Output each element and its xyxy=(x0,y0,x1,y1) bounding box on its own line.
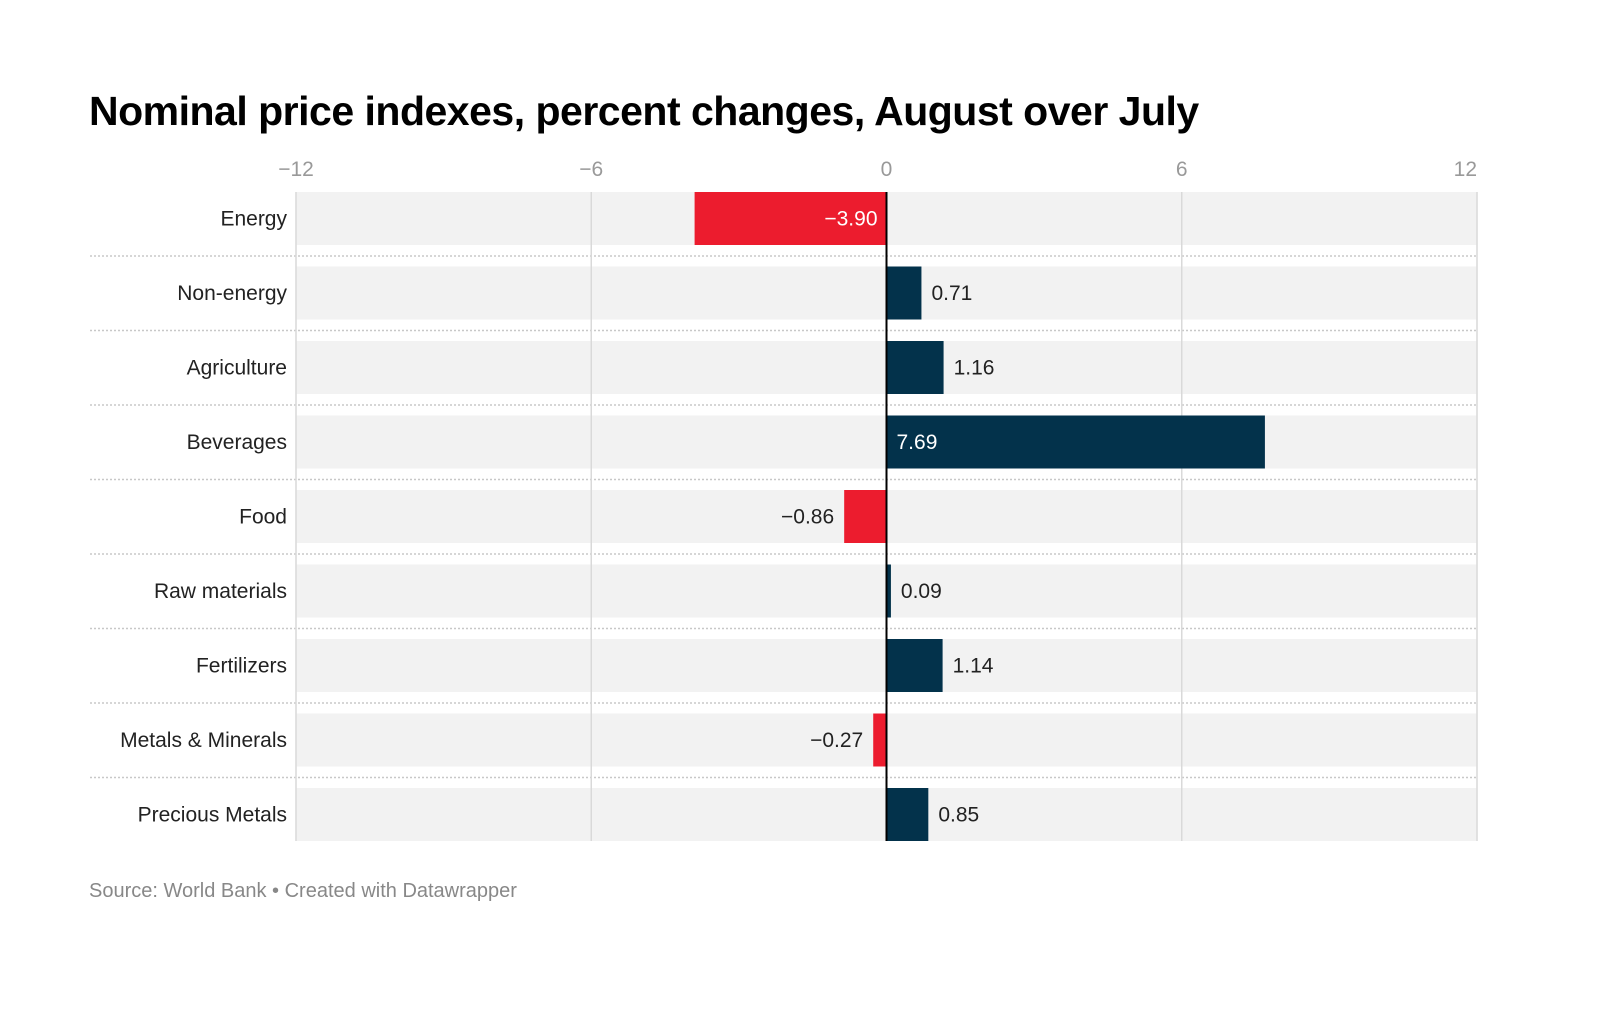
value-label: 7.69 xyxy=(897,431,938,454)
bar xyxy=(873,713,887,767)
bar xyxy=(886,564,891,618)
category-label: Metals & Minerals xyxy=(120,729,287,752)
x-tick-label: −12 xyxy=(278,158,314,181)
x-tick-label: 12 xyxy=(1454,158,1477,181)
chart-title: Nominal price indexes, percent changes, … xyxy=(89,88,1199,134)
bar xyxy=(886,341,944,394)
bar xyxy=(886,639,943,692)
category-label: Agriculture xyxy=(187,357,287,380)
value-label: 0.09 xyxy=(901,580,942,603)
bar xyxy=(886,415,1265,469)
value-label: −3.90 xyxy=(824,208,877,231)
category-label: Beverages xyxy=(187,431,287,454)
category-label: Raw materials xyxy=(154,580,287,603)
value-label: −0.27 xyxy=(810,729,863,752)
category-label: Precious Metals xyxy=(138,804,287,827)
value-label: 1.14 xyxy=(953,655,994,678)
bar xyxy=(886,788,929,841)
category-label: Fertilizers xyxy=(196,655,287,678)
value-label: 0.71 xyxy=(931,282,972,305)
x-tick-label: 0 xyxy=(881,158,893,181)
bar xyxy=(694,192,887,245)
bar xyxy=(886,266,922,320)
bar xyxy=(844,490,887,543)
value-label: 1.16 xyxy=(954,357,995,380)
category-label: Energy xyxy=(220,208,287,231)
value-label: 0.85 xyxy=(938,804,979,827)
x-tick-label: 6 xyxy=(1176,158,1188,181)
x-tick-label: −6 xyxy=(579,158,603,181)
category-label: Non-energy xyxy=(177,282,287,305)
value-label: −0.86 xyxy=(781,506,834,529)
category-label: Food xyxy=(239,506,287,529)
source-footer: Source: World Bank • Created with Datawr… xyxy=(89,880,517,902)
